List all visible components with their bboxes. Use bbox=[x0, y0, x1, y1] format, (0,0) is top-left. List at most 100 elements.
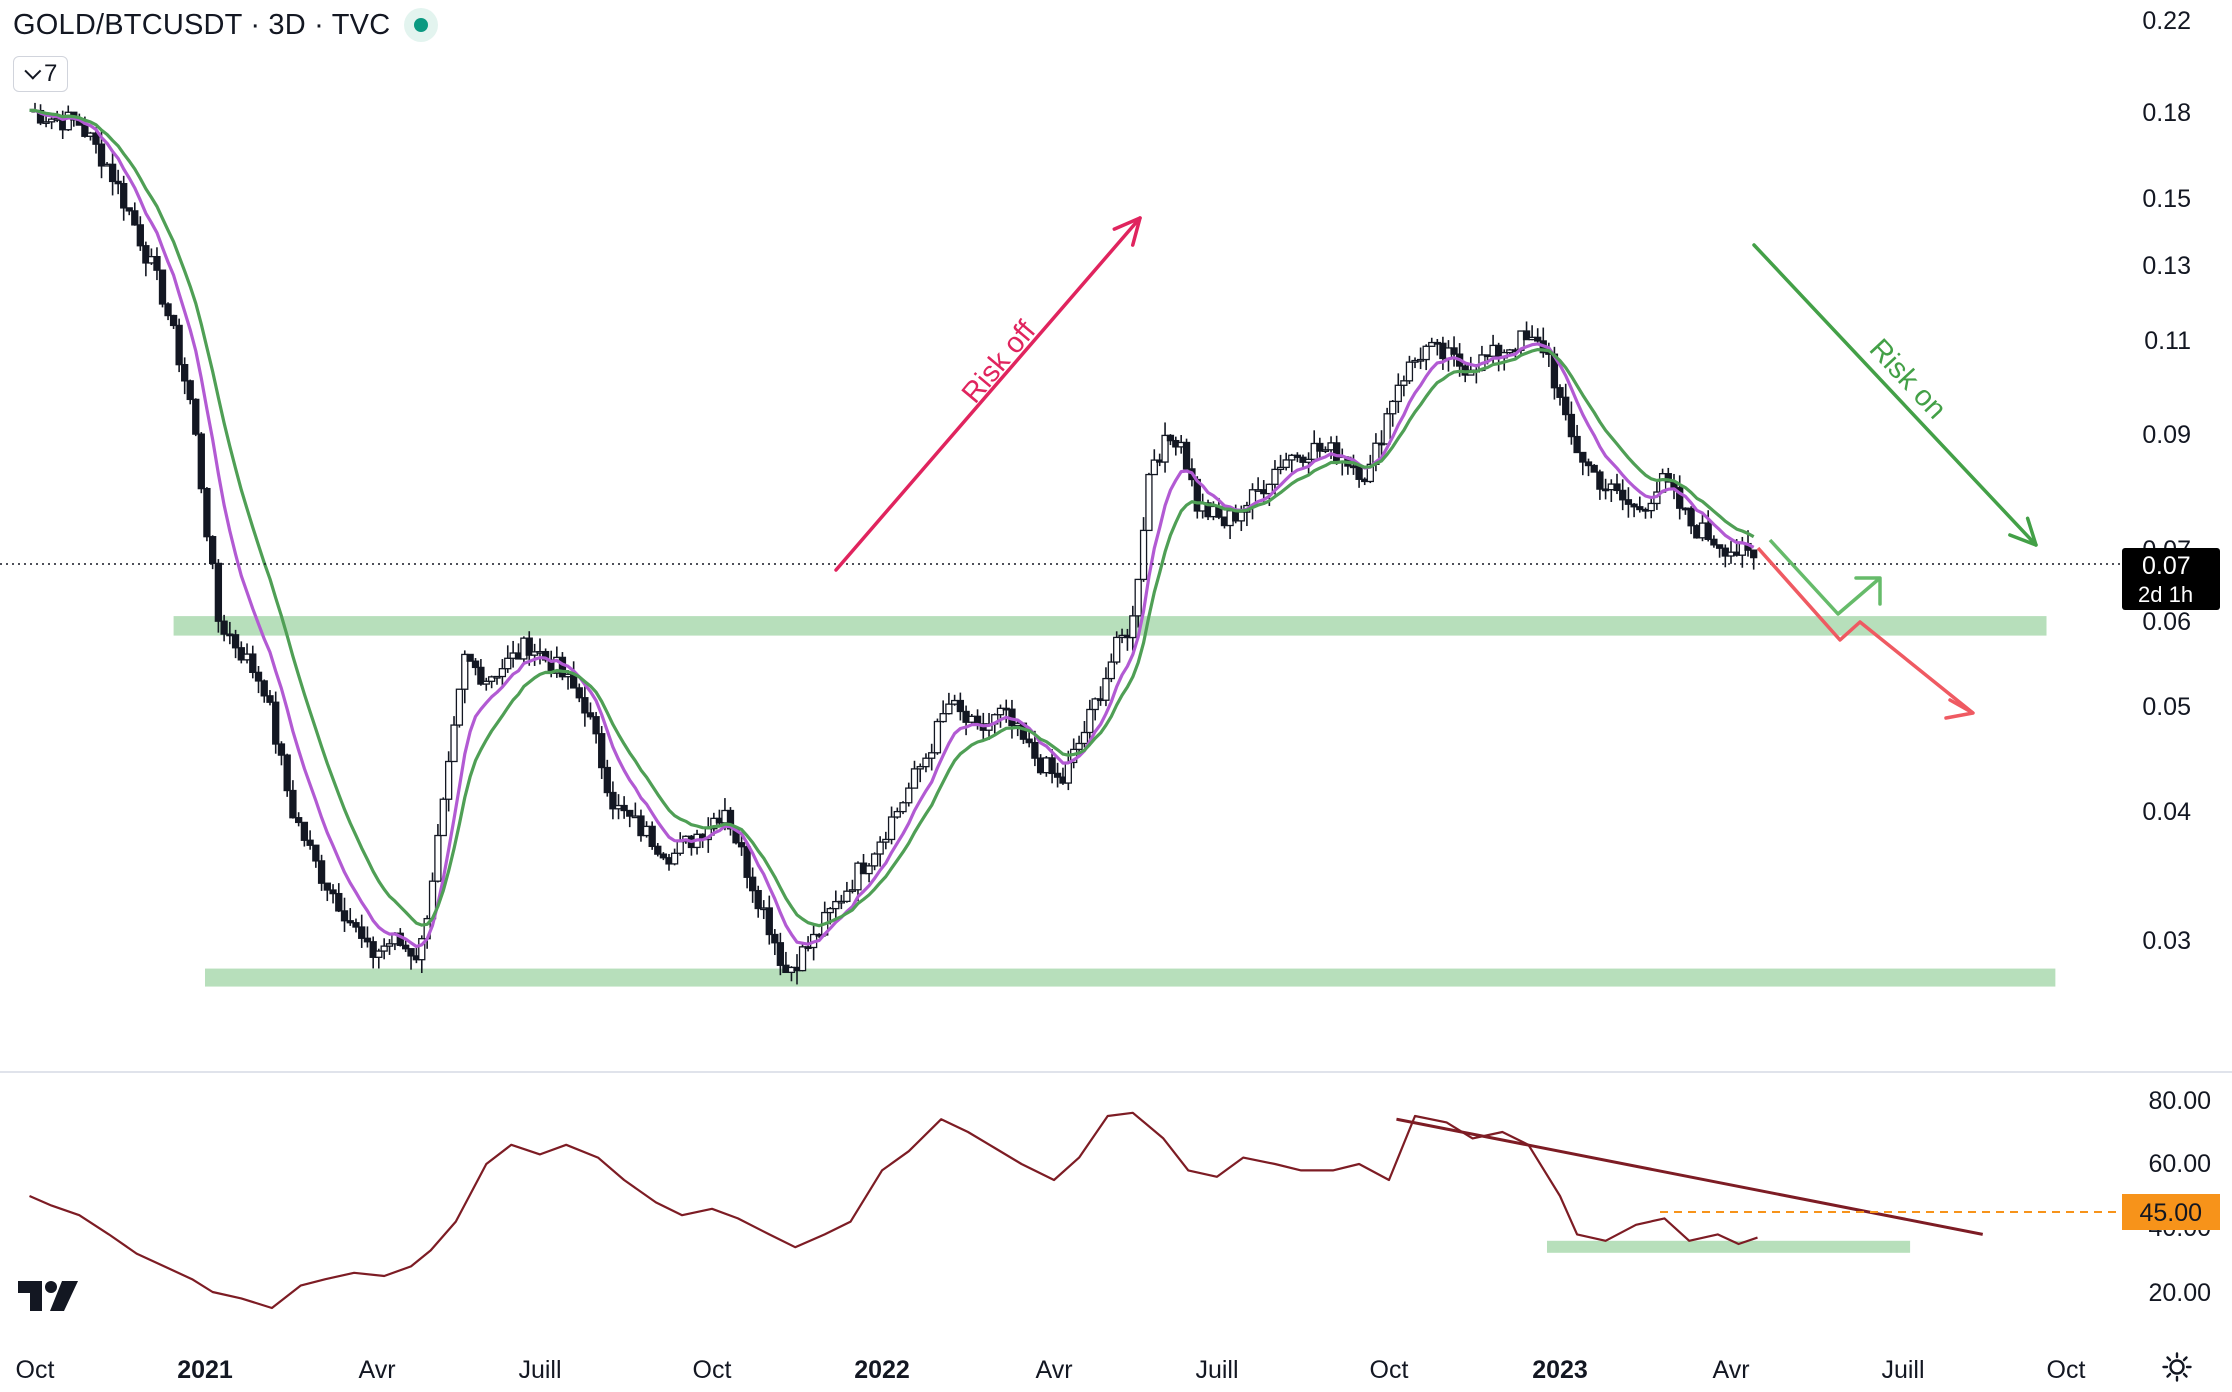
time-axis-tick-label: Oct bbox=[16, 1356, 55, 1384]
time-axis-tick-label: Oct bbox=[2047, 1356, 2086, 1384]
candle-body bbox=[306, 839, 314, 846]
candle-body bbox=[1534, 336, 1542, 342]
candle-body bbox=[214, 562, 223, 622]
candle-body bbox=[300, 821, 309, 841]
candle-body bbox=[1139, 529, 1148, 581]
candle-body bbox=[1321, 449, 1330, 452]
candle-body bbox=[1161, 434, 1169, 463]
risk-off-label: Risk off bbox=[956, 315, 1043, 410]
candle-body bbox=[826, 907, 834, 914]
candle-body bbox=[363, 937, 372, 943]
candle-body bbox=[42, 121, 50, 124]
candle-body bbox=[254, 671, 263, 682]
last-price-badge[interactable] bbox=[2122, 548, 2220, 610]
candle-body bbox=[1025, 738, 1033, 744]
candle-body bbox=[153, 255, 161, 271]
candle-body bbox=[108, 163, 117, 183]
candle-body bbox=[260, 680, 268, 697]
candle-body bbox=[865, 865, 873, 875]
candle-body bbox=[626, 809, 634, 817]
candle-body bbox=[329, 889, 337, 895]
candle-body bbox=[887, 816, 896, 841]
candle-body bbox=[882, 838, 890, 843]
candle-body bbox=[1664, 473, 1672, 483]
candle-body bbox=[169, 314, 178, 327]
candle-body bbox=[1562, 396, 1570, 416]
rsi-line[interactable] bbox=[29, 1111, 1758, 1310]
support-zone-2[interactable] bbox=[205, 968, 2056, 987]
candle-body bbox=[272, 701, 280, 745]
market-status-icon[interactable] bbox=[404, 8, 439, 42]
risk-on-arrow[interactable] bbox=[1752, 243, 2038, 547]
candle-body bbox=[1450, 347, 1458, 355]
candle-body bbox=[1676, 487, 1684, 509]
tradingview-logo-icon[interactable] bbox=[18, 1281, 80, 1313]
candle-body bbox=[1293, 454, 1302, 458]
candle-body bbox=[754, 889, 762, 910]
time-axis-tick-label: Juill bbox=[518, 1356, 561, 1384]
candle-body bbox=[1636, 506, 1644, 511]
candle-body bbox=[369, 941, 377, 958]
candle-body bbox=[525, 637, 533, 656]
slow-moving-average-line[interactable] bbox=[29, 108, 1755, 928]
time-axis-tick-label: Oct bbox=[693, 1356, 732, 1384]
candle-body bbox=[1715, 544, 1724, 549]
last-price-value: 0.07 bbox=[2142, 552, 2191, 580]
price-axis-tick-label: 0.18 bbox=[2142, 99, 2191, 127]
bullish-scenario-path[interactable] bbox=[1768, 538, 1882, 616]
candle-body bbox=[444, 760, 453, 800]
candlestick-series[interactable] bbox=[31, 102, 1758, 985]
candle-body bbox=[125, 207, 133, 212]
time-axis-tick-label: Avr bbox=[1712, 1356, 1749, 1384]
candle-body bbox=[933, 720, 942, 754]
risk-off-arrow[interactable] bbox=[834, 216, 1142, 572]
candle-body bbox=[323, 882, 331, 891]
candle-body bbox=[192, 398, 200, 435]
candle-body bbox=[1091, 698, 1099, 711]
candle-body bbox=[1048, 757, 1056, 775]
candle-body bbox=[186, 380, 194, 401]
candle-body bbox=[220, 620, 228, 635]
candle-body bbox=[1355, 465, 1363, 480]
candle-body bbox=[231, 634, 240, 649]
candle-body bbox=[996, 707, 1005, 716]
candle-body bbox=[461, 653, 469, 690]
candle-body bbox=[358, 926, 366, 939]
candle-body bbox=[277, 743, 286, 756]
risk-on-label: Risk on bbox=[1863, 333, 1952, 426]
candle-body bbox=[498, 668, 507, 678]
chart-header: GOLD/BTCUSDT · 3D · TVC bbox=[13, 8, 439, 42]
rsi-trendline[interactable] bbox=[1396, 1117, 1984, 1236]
candle-body bbox=[402, 944, 410, 950]
candle-body bbox=[648, 825, 656, 848]
candle-body bbox=[1102, 677, 1110, 701]
candle-body bbox=[899, 802, 907, 813]
candle-body bbox=[1271, 468, 1279, 485]
candle-body bbox=[620, 804, 628, 812]
fast-moving-average-line[interactable] bbox=[29, 108, 1755, 949]
candle-body bbox=[346, 920, 354, 924]
symbol-title[interactable]: GOLD/BTCUSDT · 3D · TVC bbox=[13, 8, 391, 41]
candle-body bbox=[659, 853, 668, 859]
rsi-level-badge[interactable] bbox=[2122, 1194, 2220, 1230]
gear-icon[interactable] bbox=[2162, 1352, 2192, 1382]
time-axis-tick-label: Juill bbox=[1881, 1356, 1924, 1384]
candle-body bbox=[158, 269, 167, 305]
candle-body bbox=[1394, 384, 1402, 403]
rsi-support-band[interactable] bbox=[1546, 1240, 1911, 1253]
candle-body bbox=[1389, 400, 1397, 415]
candle-body bbox=[136, 224, 144, 247]
candle-body bbox=[1750, 549, 1758, 559]
price-axis-tick-label: 0.22 bbox=[2142, 7, 2191, 35]
price-axis-tick-label: 0.03 bbox=[2142, 927, 2191, 955]
candle-body bbox=[120, 182, 128, 209]
indicators-toggle-button[interactable]: 7 bbox=[13, 56, 69, 92]
support-zone-1[interactable] bbox=[173, 616, 2047, 636]
candle-body bbox=[1405, 361, 1414, 382]
candle-body bbox=[1150, 459, 1158, 476]
candle-body bbox=[375, 950, 383, 958]
bearish-scenario-path[interactable] bbox=[1756, 546, 1975, 715]
candle-body bbox=[771, 933, 779, 944]
candle-body bbox=[493, 675, 501, 679]
